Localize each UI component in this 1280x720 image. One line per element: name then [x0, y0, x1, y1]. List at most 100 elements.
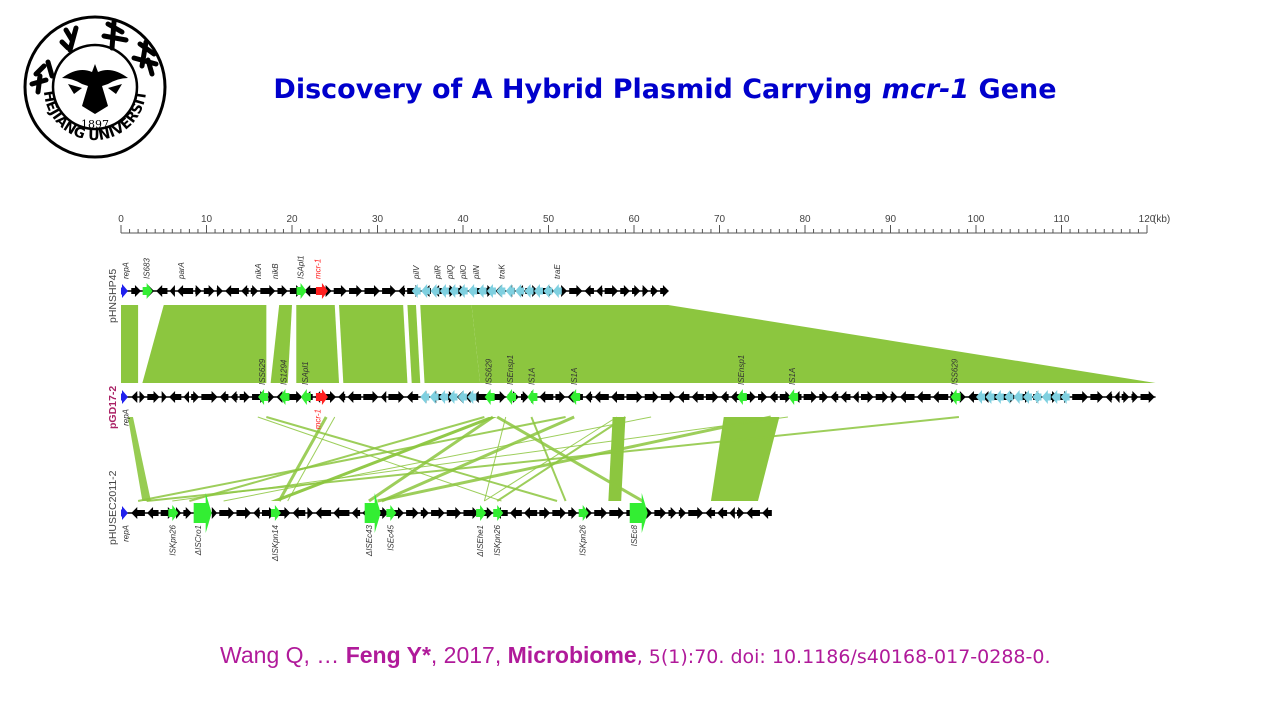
gene-arrow — [860, 391, 874, 403]
gene-arrow — [899, 391, 915, 403]
gene-arrow — [277, 285, 288, 297]
gene-arrow — [1114, 391, 1120, 403]
gene-arrow — [788, 389, 799, 405]
slide-title: Discovery of A Hybrid Plasmid Carrying m… — [200, 74, 1130, 105]
scale-tick-label: 100 — [968, 214, 985, 225]
gene-arrow — [142, 283, 153, 299]
gene-arrow — [258, 389, 269, 405]
gene-arrow — [230, 391, 238, 403]
homology-link — [189, 416, 485, 502]
gene-arrow — [300, 389, 311, 405]
scale-tick-label: 0 — [118, 214, 124, 225]
gene-label: ISS629 — [485, 358, 494, 385]
plasmid-name: pHUSEC2011-2 — [107, 470, 119, 545]
scale-tick-label: 10 — [201, 214, 213, 225]
gene-arrow — [121, 390, 128, 404]
gene-label: parA — [177, 262, 186, 280]
gene-arrow — [463, 507, 479, 519]
gene-label: ISKpn26 — [168, 524, 177, 555]
gene-label: ISEnsp1 — [737, 355, 746, 385]
gene-arrow — [717, 507, 728, 519]
homology-link — [257, 416, 502, 502]
gene-arrow — [705, 507, 716, 519]
gene-arrow — [448, 390, 458, 404]
gene-label: ISKpn26 — [493, 524, 502, 555]
scale-tick-label: 40 — [457, 214, 469, 225]
gene-arrow — [260, 285, 276, 297]
gene-arrow — [1121, 391, 1130, 403]
gene-arrow — [183, 391, 190, 403]
gene-label: traE — [553, 264, 562, 279]
gene-arrow — [967, 391, 981, 403]
gene-arrow — [779, 391, 792, 403]
gene-arrow — [745, 391, 756, 403]
gene-arrow — [347, 391, 362, 403]
gene-arrow — [380, 391, 387, 403]
gene-arrow — [304, 285, 318, 297]
gene-label: IS683 — [143, 258, 152, 279]
gene-label: ISS629 — [951, 358, 960, 385]
homology-block — [710, 417, 780, 501]
gene-arrow — [477, 284, 487, 298]
homology-link — [530, 416, 567, 502]
homology-link — [496, 415, 644, 503]
gene-arrow — [1090, 391, 1104, 403]
gene-arrow — [216, 285, 223, 297]
gene-arrow — [1023, 390, 1033, 404]
plasmid-track: pHUSEC2011-2 repA ISKpn26 ΔISCro1 ΔISKpn14 ΔI… — [107, 470, 772, 562]
homology-block — [127, 417, 151, 501]
gene-arrow — [292, 507, 306, 519]
gene-label: IS1A — [527, 368, 536, 385]
gene-arrow — [420, 390, 430, 404]
citation-year: , 2017, — [430, 642, 508, 668]
homology-block — [142, 305, 267, 383]
gene-arrow — [439, 284, 449, 298]
gene-arrow — [852, 391, 859, 403]
gene-arrow — [496, 284, 506, 298]
gene-arrow — [169, 285, 175, 297]
gene-arrow — [250, 285, 259, 297]
gene-label: ΔISEhe1 — [476, 525, 485, 558]
gene-label: ΔISCro1 — [194, 525, 203, 556]
homology-block — [121, 305, 139, 383]
gene-arrow — [668, 507, 677, 519]
gene-arrow — [449, 284, 459, 298]
gene-arrow — [307, 507, 314, 519]
title-gene: mcr-1 — [881, 74, 970, 105]
gene-arrow — [193, 493, 212, 533]
gene-arrow — [527, 389, 538, 405]
gene-label: ISKpn26 — [579, 524, 588, 555]
gene-label: ISEc8 — [630, 524, 639, 546]
citation-journal: Microbiome — [507, 642, 637, 668]
gene-arrow — [322, 391, 337, 403]
gene-arrow — [642, 285, 649, 297]
gene-arrow — [932, 391, 949, 403]
gene-arrow — [472, 391, 489, 403]
gene-arrow — [270, 505, 281, 521]
gene-arrow — [139, 391, 146, 403]
citation-details: , 5(1):70. doi: 10.1186/s40168-017-0288-… — [636, 646, 1051, 668]
gene-arrow — [994, 390, 1004, 404]
scale-tick-label: 60 — [628, 214, 640, 225]
gene-arrow — [1140, 391, 1155, 403]
citation-corresponding-author: Feng Y* — [345, 642, 431, 668]
gene-arrow — [183, 507, 192, 519]
gene-arrow — [398, 285, 406, 297]
gene-label: ISApl1 — [297, 255, 306, 279]
gene-arrow — [1051, 390, 1061, 404]
scale-tick-label: 30 — [372, 214, 384, 225]
gene-label: IS1A — [788, 368, 797, 385]
gene-arrow — [363, 391, 379, 403]
gene-arrow — [446, 507, 462, 519]
gene-label: repA — [121, 525, 130, 542]
scale-tick-label: 70 — [714, 214, 726, 225]
homology-link — [377, 415, 772, 503]
gene-arrow — [315, 507, 332, 519]
gene-arrow — [191, 391, 200, 403]
gene-arrow — [654, 507, 667, 519]
gene-label: mcr-1 — [314, 259, 323, 279]
gene-arrow — [168, 505, 179, 521]
gene-arrow — [552, 284, 562, 298]
gene-arrow — [296, 283, 307, 299]
